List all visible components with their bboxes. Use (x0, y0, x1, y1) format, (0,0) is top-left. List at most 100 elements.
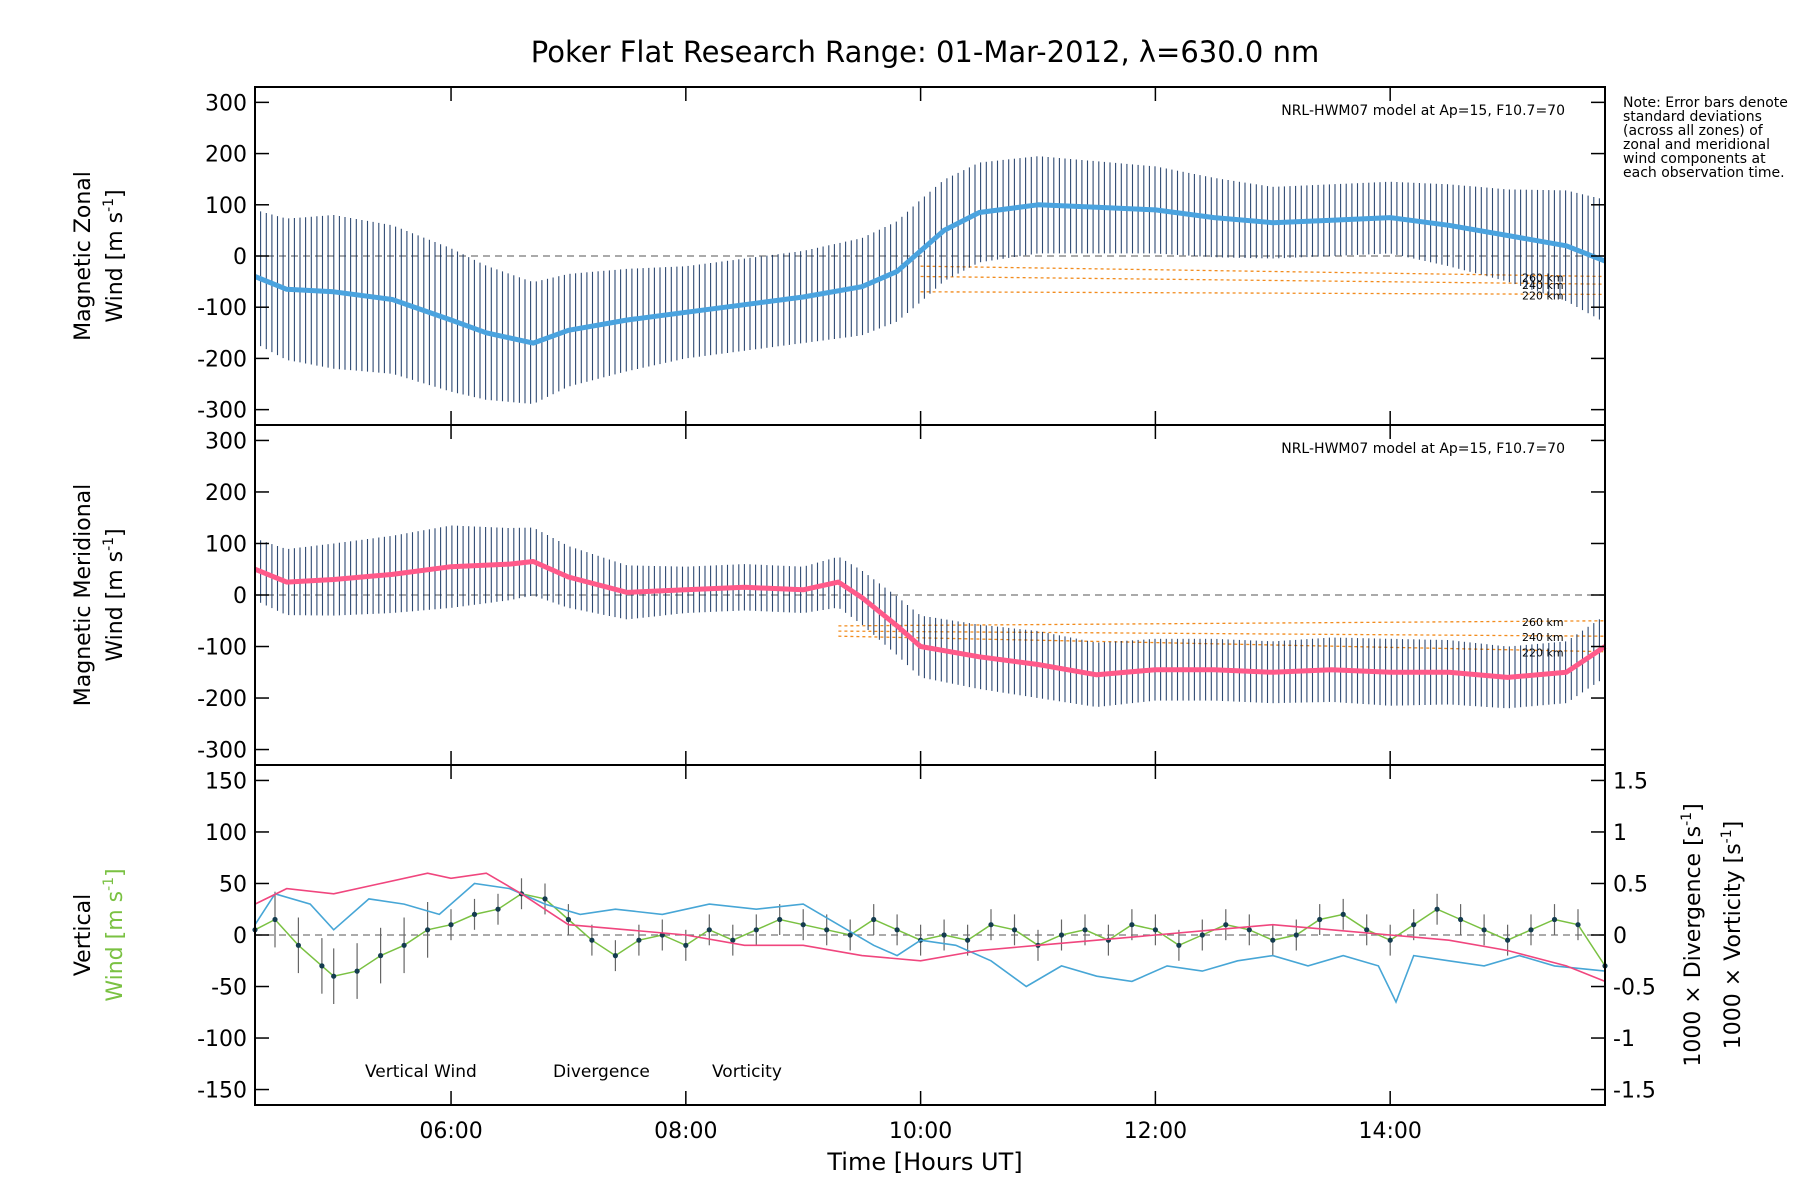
vertical-wind-point (354, 968, 360, 974)
zonal-model-line-2 (920, 291, 1606, 296)
meridional-y-tick-label: -300 (197, 739, 247, 764)
meridional-model-line-1 (838, 630, 1606, 637)
meridional-mean-wind-line (254, 559, 1607, 680)
vertical-wind-point (800, 922, 806, 928)
zonal-model-label: NRL-HWM07 model at Ap=15, F10.7=70 (1281, 103, 1565, 119)
vertical-wind-point (1246, 927, 1252, 933)
vertical-wind-point (612, 953, 619, 959)
zonal-model-line-0 (920, 265, 1606, 278)
vertical-wind-point (636, 937, 642, 943)
vertical-wind-point (871, 916, 877, 923)
zonal-y-tick-label: -200 (197, 347, 247, 372)
vertical-wind-point (683, 942, 689, 948)
vertical-wind-point (1481, 927, 1487, 933)
meridional-y-tick-label: 200 (205, 481, 247, 506)
legend-item-2: Vorticity (712, 1062, 782, 1082)
meridional-y-tick-label: -100 (197, 636, 247, 661)
zonal-y-label-unit: Wind [m s (103, 212, 128, 323)
y2-label-vorticity-text: 1000 × Vorticity [s-1] (1719, 821, 1746, 1049)
vertical-y-label-sup: -1 (101, 877, 117, 891)
vertical-wind-point (378, 953, 384, 959)
vertical-wind-point (1458, 916, 1464, 923)
vertical-y-tick-label: 50 (219, 872, 247, 897)
vertical-wind-point (706, 927, 712, 933)
vertical-wind-point (471, 911, 478, 918)
divergence-line (254, 882, 1606, 1005)
meridional-y-label-line2: Wind [m s-1] (101, 528, 128, 661)
panel-vertical: Vertical Wind Divergence Vorticity 1.5 1 0.5 0… (71, 764, 1746, 1106)
vertical-wind-point (1011, 927, 1018, 933)
x-axis-label: Time [Hours UT] (826, 1148, 1022, 1176)
chart-title: Poker Flat Research Range: 01-Mar-2012, … (531, 35, 1319, 69)
zonal-y-tick-label: 300 (205, 91, 247, 116)
y2-tick-label: -1 (1613, 1027, 1635, 1052)
x-tick-label: 06:00 (419, 1119, 482, 1144)
vertical-wind-point (589, 937, 595, 943)
vertical-wind-point (1505, 937, 1511, 943)
vertical-wind-point (425, 927, 431, 933)
y2-tick-label: 0.5 (1613, 872, 1648, 897)
vertical-y-tick-label: 150 (205, 769, 247, 794)
vertical-wind-point (1270, 937, 1276, 943)
meridional-y-tick-label: 300 (205, 429, 247, 454)
meridional-y-label-line1: Magnetic Meridional (71, 484, 96, 706)
y2-label-divergence-sup: -1 (1679, 812, 1695, 826)
vertical-wind-point (988, 922, 994, 928)
zonal-y-tick-label: 100 (205, 194, 247, 219)
y2-tick-label: 1.5 (1613, 769, 1648, 794)
panel-meridional: NRL-HWM07 model at Ap=15, F10.7=70 260 km… (71, 424, 1607, 766)
y2-label-vorticity-sup: -1 (1719, 829, 1735, 843)
vertical-wind-point (1317, 916, 1323, 923)
legend-item-1: Divergence (553, 1062, 650, 1082)
vertical-wind-point (1340, 911, 1346, 918)
y2-label-vorticity: 1000 × Vorticity [s-1] (1719, 821, 1746, 1049)
x-tick-label: 10:00 (889, 1119, 952, 1144)
zonal-y-tick-label: 200 (205, 143, 247, 168)
vertical-wind-point (894, 927, 900, 933)
legend-item-0: Vertical Wind (365, 1062, 477, 1082)
vertical-y-tick-label: -100 (197, 1027, 247, 1052)
vertical-wind-point (1528, 927, 1534, 933)
meridional-y-label-unit: Wind [m s (103, 551, 128, 662)
zonal-model-line-1 (920, 275, 1606, 285)
meridional-y-tick-label: -200 (197, 687, 247, 712)
zonal-y-label-sup: -1 (101, 198, 117, 212)
zonal-y-tick-label: -100 (197, 296, 247, 321)
vertical-wind-point (1152, 927, 1158, 933)
zonal-error-bars (254, 156, 1606, 404)
y2-label-divergence: 1000 × Divergence [s-1] (1679, 803, 1706, 1066)
zonal-y-label-line2: Wind [m s-1] (101, 189, 128, 322)
x-tick-label: 08:00 (654, 1119, 717, 1144)
vertical-y-tick-label: 100 (205, 821, 247, 846)
vertical-wind-point (1082, 927, 1088, 933)
zonal-model-altitude-2: 220 km (1522, 289, 1564, 302)
y2-label-vorticity-main: 1000 × Vorticity [s (1721, 843, 1746, 1049)
y2-tick-label: 0 (1613, 924, 1627, 949)
meridional-model-altitude-1: 240 km (1522, 631, 1564, 644)
vertical-wind-point (1575, 922, 1581, 928)
vertical-wind-point (319, 963, 325, 969)
x-tick-label: 14:00 (1358, 1119, 1421, 1144)
vertical-frame (254, 764, 1606, 1106)
y2-label-vorticity-close: ] (1721, 821, 1746, 830)
meridional-y-tick-label: 0 (233, 584, 247, 609)
zonal-y-tick-label: 0 (233, 245, 247, 270)
vertical-wind-point (272, 916, 278, 923)
vertical-wind-point (448, 922, 454, 928)
vertical-y-label: Vertical Wind [m s-1] (71, 868, 128, 1001)
vertical-wind-point (1411, 922, 1417, 928)
y2-label-divergence-text: 1000 × Divergence [s-1] (1679, 803, 1706, 1066)
vertical-wind-point (565, 916, 572, 923)
vertical-wind-point (824, 927, 830, 933)
vertical-wind-point (1199, 932, 1205, 938)
vertical-wind-point (1058, 932, 1065, 938)
vertical-wind-point (331, 973, 337, 979)
vertical-y-label-line1: Vertical (71, 894, 96, 976)
y2-tick-label: -0.5 (1613, 976, 1656, 1001)
meridional-y-label-sup: -1 (101, 537, 117, 551)
meridional-y-label: Magnetic Meridional Wind [m s-1] (71, 484, 128, 706)
vertical-wind-point (401, 942, 407, 948)
zonal-y-label-close: ] (103, 189, 128, 198)
